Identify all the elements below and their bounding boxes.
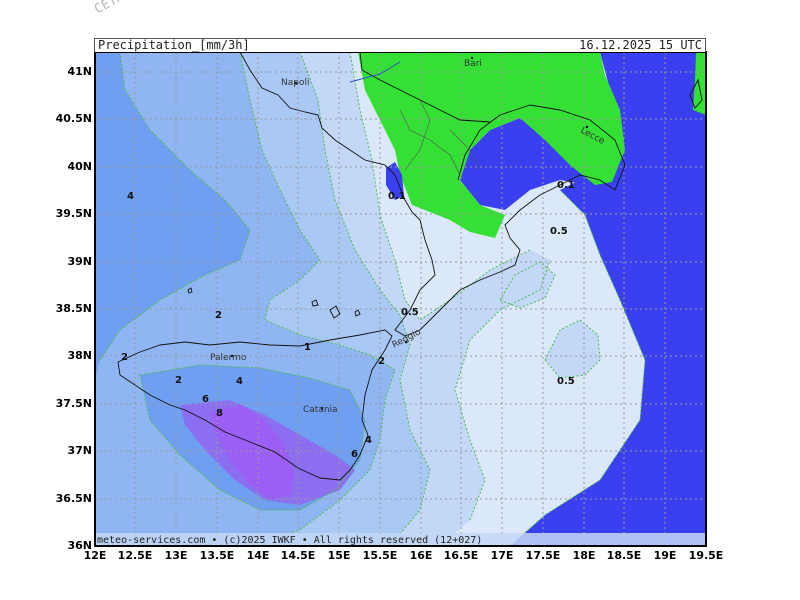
map-title: Precipitation_[mm/3h] <box>98 38 250 52</box>
band-4-6 <box>95 52 250 380</box>
contour-label: 0.1 <box>557 180 575 191</box>
band-0-5-1-east <box>545 320 600 378</box>
city-bari: Bari <box>464 59 482 69</box>
lon-label: 18.5E <box>606 549 642 562</box>
river <box>349 61 401 83</box>
lat-label: 39N <box>67 255 92 268</box>
lat-label: 38N <box>67 349 92 362</box>
no-precip-east <box>510 52 706 546</box>
footer-band <box>95 533 706 546</box>
contour-label: 0.5 <box>557 376 575 387</box>
lon-label: 14E <box>246 549 270 562</box>
contour-lines <box>99 52 646 546</box>
lon-label: 16.5E <box>443 549 479 562</box>
dry-land-albania <box>693 52 706 115</box>
lat-label: 38.5N <box>55 302 92 315</box>
lon-label: 15.5E <box>362 549 398 562</box>
lon-label: 16E <box>409 549 433 562</box>
lon-label: 15E <box>327 549 351 562</box>
no-precip-cilento <box>386 162 404 200</box>
borders <box>399 99 481 176</box>
contour-label: 1 <box>304 342 311 353</box>
city-napoli: Napoli <box>281 78 309 88</box>
contour-label: 2 <box>215 310 222 321</box>
lon-label: 12E <box>83 549 107 562</box>
lat-label: 41N <box>67 65 92 78</box>
lat-label: 39.5N <box>55 207 92 220</box>
contour-label: 4 <box>365 435 372 446</box>
lat-lon-grid <box>95 52 706 546</box>
lon-label: 13E <box>164 549 188 562</box>
contour-label: 0.5 <box>401 307 419 318</box>
contour-label: 0.1 <box>388 191 406 202</box>
lon-label: 12.5E <box>117 549 153 562</box>
lat-label: 36.5N <box>55 492 92 505</box>
map-header: Precipitation_[mm/3h] 16.12.2025 15 UTC <box>94 38 706 52</box>
lon-label: 13.5E <box>199 549 235 562</box>
band-8-plus <box>210 405 295 500</box>
coastlines <box>117 52 703 481</box>
lon-label: 19E <box>653 549 677 562</box>
lon-label: 18E <box>572 549 596 562</box>
contour-label: 4 <box>236 376 243 387</box>
copyright-footer: meteo-services.com • (c)2025 IWKF • All … <box>97 535 483 546</box>
band-0-5-1-calabria <box>500 262 555 308</box>
contour-label: 0.5 <box>550 226 568 237</box>
contour-label: 2 <box>121 352 128 363</box>
map-datetime: 16.12.2025 15 UTC <box>579 38 702 52</box>
lon-label: 17E <box>490 549 514 562</box>
contour-label: 2 <box>175 375 182 386</box>
lat-label: 37N <box>67 444 92 457</box>
dry-land-southern-italy <box>358 52 625 238</box>
lon-label: 14.5E <box>280 549 316 562</box>
lat-label: 36N <box>67 539 92 552</box>
map-frame <box>94 51 707 547</box>
contour-label: 8 <box>216 408 223 419</box>
lon-label: 19.5E <box>688 549 724 562</box>
city-markers <box>230 56 589 410</box>
city-palermo: Palermo <box>210 353 247 363</box>
contour-label: 6 <box>351 449 358 460</box>
lat-label: 37.5N <box>55 397 92 410</box>
no-precip-taranto <box>460 118 600 210</box>
contour-label: 6 <box>202 394 209 405</box>
lat-label: 40.5N <box>55 112 92 125</box>
lon-label: 17.5E <box>525 549 561 562</box>
city-catania: Catania <box>303 405 338 415</box>
lat-label: 40N <box>67 160 92 173</box>
contour-label: 2 <box>378 356 385 367</box>
contour-label: 4 <box>127 191 134 202</box>
